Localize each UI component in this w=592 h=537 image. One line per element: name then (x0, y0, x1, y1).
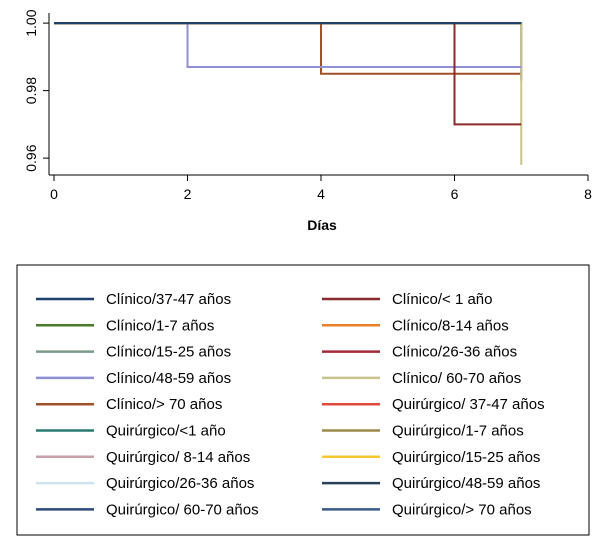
x-axis-title: Días (307, 217, 337, 233)
legend-label: Clínico/ 60-70 años (392, 370, 521, 387)
legend-item: Quirúrgico/ 60-70 años (36, 501, 259, 518)
legend-label: Quirúrgico/26-36 años (106, 475, 254, 492)
legend-item: Quirúrgico/ 37-47 años (322, 396, 545, 413)
legend-item: Clínico/8-14 años (322, 317, 509, 334)
legend-item: Clínico/ 60-70 años (322, 370, 521, 387)
x-tick-label: 4 (317, 186, 325, 202)
legend-box (16, 264, 590, 536)
legend-item: Clínico/> 70 años (36, 396, 222, 413)
legend-label: Quirúrgico/ 37-47 años (392, 396, 545, 413)
legend-item: Clínico/37-47 años (36, 291, 231, 308)
legend-label: Quirúrgico/> 70 años (392, 501, 532, 518)
legend-item: Clínico/48-59 años (36, 370, 231, 387)
x-tick-label: 2 (184, 186, 192, 202)
legend-item: Quirúrgico/15-25 años (322, 449, 540, 466)
x-tick-label: 0 (50, 186, 58, 202)
legend-label: Quirúrgico/48-59 años (392, 475, 540, 492)
legend-label: Clínico/37-47 años (106, 291, 231, 308)
x-tick-label: 8 (584, 186, 592, 202)
legend-label: Clínico/26-36 años (392, 344, 517, 361)
axes: 0 2 4 6 8 0.96 0.98 1.00 (23, 9, 592, 202)
legend-item: Quirúrgico/<1 año (36, 423, 226, 440)
legend-label: Clínico/< 1 año (392, 291, 492, 308)
legend-label: Quirúrgico/1-7 años (392, 423, 524, 440)
legend-item: Clínico/< 1 año (322, 291, 492, 308)
legend-label: Quirúrgico/15-25 años (392, 449, 540, 466)
legend-item: Quirúrgico/ 8-14 años (36, 449, 250, 466)
legend-item: Quirúrgico/48-59 años (322, 475, 540, 492)
legend-label: Quirúrgico/<1 año (106, 423, 226, 440)
legend-label: Clínico/1-7 años (106, 317, 214, 334)
series-line (54, 22, 523, 165)
legend-item: Quirúrgico/> 70 años (322, 501, 532, 518)
legend-label: Clínico/> 70 años (106, 396, 222, 413)
legend-item: Quirúrgico/1-7 años (322, 423, 524, 440)
x-tick-label: 6 (451, 186, 459, 202)
legend: Clínico/37-47 años Clínico/< 1 año Clínico… (36, 291, 545, 518)
legend-item: Clínico/15-25 años (36, 344, 231, 361)
series-line (54, 22, 522, 68)
legend-label: Quirúrgico/ 8-14 años (106, 449, 250, 466)
legend-label: Quirúrgico/ 60-70 años (106, 501, 259, 518)
y-tick-label: 0.96 (23, 144, 39, 171)
legend-item: Clínico/26-36 años (322, 344, 517, 361)
y-tick-label: 1.00 (23, 9, 39, 36)
legend-item: Clínico/1-7 años (36, 317, 214, 334)
legend-label: Clínico/15-25 años (106, 344, 231, 361)
legend-item: Quirúrgico/26-36 años (36, 475, 254, 492)
series-line (54, 22, 523, 81)
legend-label: Clínico/48-59 años (106, 370, 231, 387)
plot-area (54, 22, 523, 165)
legend-label: Clínico/8-14 años (392, 317, 509, 334)
y-tick-label: 0.98 (23, 77, 39, 104)
